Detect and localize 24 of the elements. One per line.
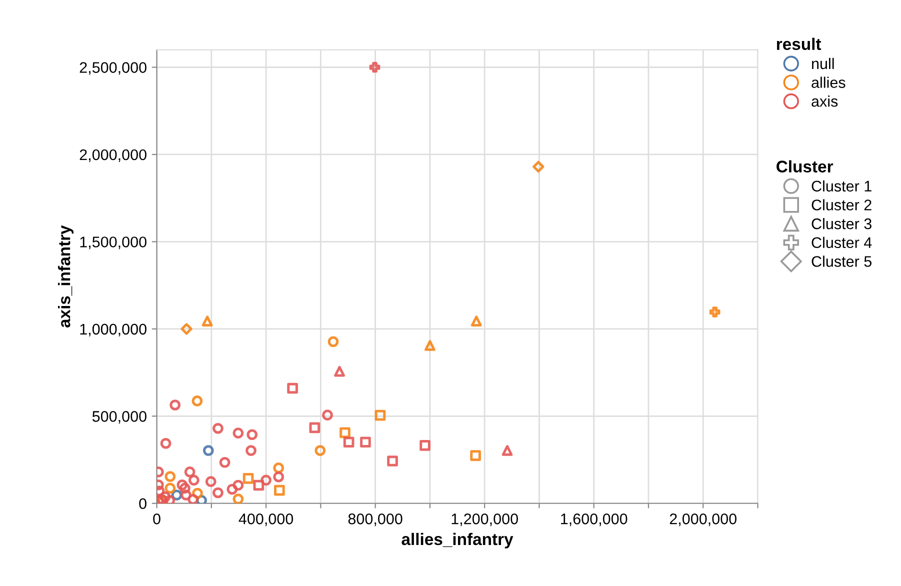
x-axis-title: allies_infantry [402,532,514,548]
y-axis-title: axis_infantry [58,225,74,328]
text: Cluster 3 [812,218,872,230]
y-tick-label: 1,500,000 [80,236,146,250]
text: Cluster 5 [812,256,872,267]
legend-label: axis [812,96,838,107]
text: Cluster [776,160,834,172]
y-tick-label: 1,000,000 [80,324,146,336]
x-tick-label: 400,000 [238,514,294,526]
x-tick-label: 1,200,000 [452,514,518,526]
text: Cluster 2 [812,199,872,210]
legend-label: allies [812,76,846,88]
x-tick-label: 2,000,000 [670,514,736,526]
text: Cluster 1 [812,180,872,192]
text: Cluster 4 [812,236,872,248]
x-tick-label: 0 [153,514,160,524]
x-tick-label: 1,600,000 [561,514,628,526]
x-tick-label: 800,000 [348,514,402,526]
y-tick-label: 0 [139,498,146,510]
y-tick-label: 500,000 [92,411,146,424]
y-tick-label: 2,000,000 [80,149,146,162]
legend-label: null [812,58,834,70]
y-tick-label: 2,500,000 [80,62,146,75]
legend-title: result [776,38,822,50]
